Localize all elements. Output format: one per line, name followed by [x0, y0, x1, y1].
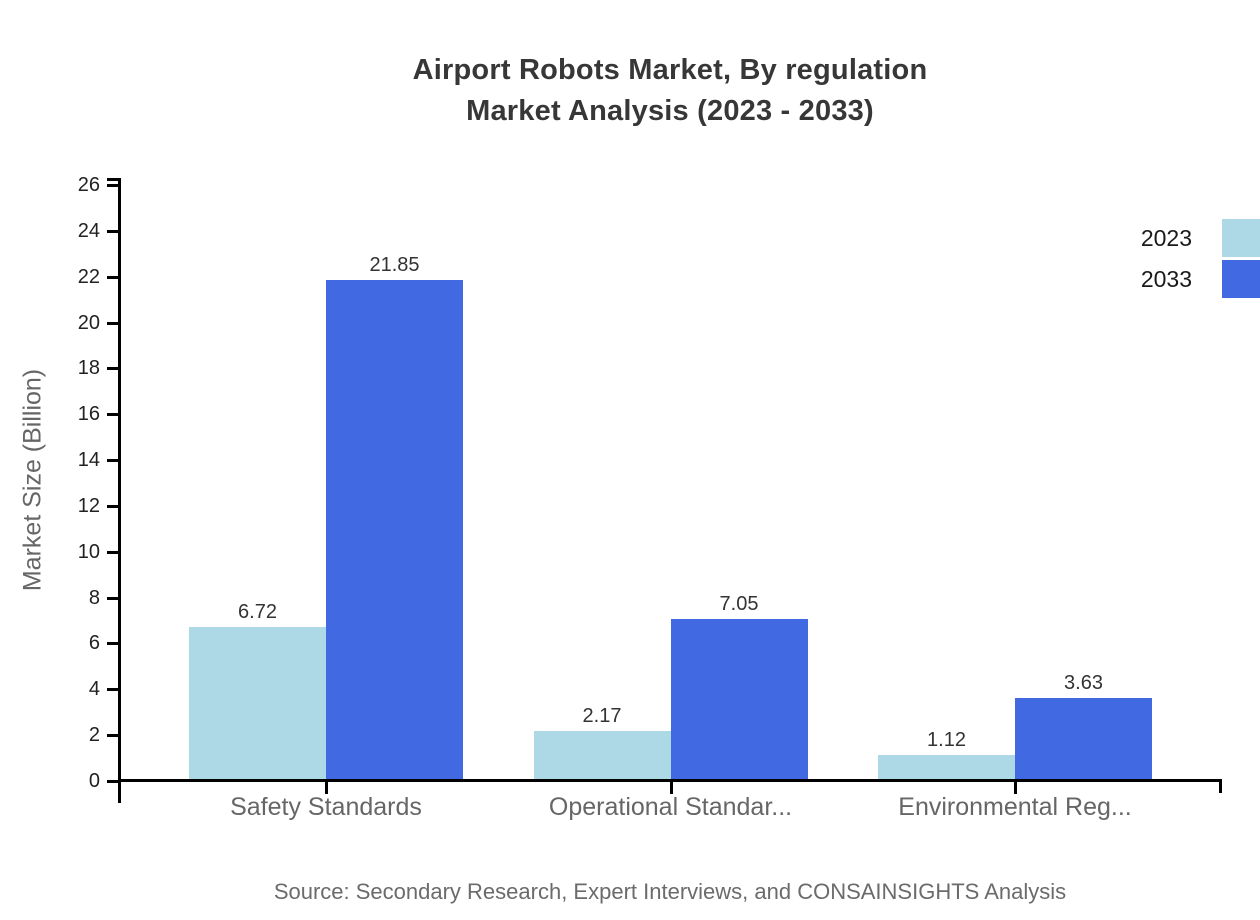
- y-tick: [107, 184, 121, 187]
- x-tick: [325, 781, 328, 794]
- y-tick: [107, 596, 121, 600]
- y-tick: [107, 780, 121, 783]
- bar-value-label: 1.12: [927, 729, 966, 752]
- bar-2033-1: [670, 619, 808, 781]
- y-tick-label: 14: [77, 449, 100, 472]
- y-tick: [107, 734, 121, 738]
- x-tick: [669, 781, 673, 794]
- y-tick: [107, 275, 121, 279]
- y-tick: [107, 504, 121, 508]
- legend-item-2023: 2023: [1141, 219, 1260, 257]
- bar-2033-2: [1015, 697, 1152, 781]
- y-tick-label: 12: [77, 494, 100, 517]
- y-tick: [107, 550, 121, 554]
- y-tick-label: 10: [77, 540, 100, 563]
- y-tick-label: 20: [77, 311, 100, 334]
- x-tick-label: Environmental Reg...: [898, 793, 1132, 821]
- legend-label-2023: 2023: [1140, 224, 1192, 251]
- y-tick: [107, 413, 121, 417]
- x-tick-label: Operational Standar...: [548, 793, 793, 821]
- x-tick-label: Safety Standards: [230, 793, 422, 821]
- chart-title-line1: Airport Robots Market, By regulation: [412, 54, 928, 86]
- bar-value-label: 3.63: [1064, 671, 1103, 694]
- y-tick-label: 8: [88, 586, 100, 609]
- y-tick-label: 4: [88, 678, 100, 701]
- y-tick: [107, 367, 121, 371]
- source-note: Source: Secondary Research, Expert Inter…: [273, 879, 1067, 904]
- bar-value-label: 2.17: [582, 705, 622, 728]
- bar-2023-2: [878, 755, 1015, 781]
- y-tick-label: 0: [88, 770, 100, 792]
- bar-value-label: 21.85: [369, 254, 420, 277]
- legend-item-2033: 2033: [1141, 260, 1260, 298]
- bar-value-label: 6.72: [238, 600, 277, 623]
- y-tick: [107, 459, 121, 463]
- legend-label-2033: 2033: [1140, 265, 1192, 292]
- chart-title-line2: Market Analysis (2023 - 2033): [466, 95, 874, 127]
- chart-title: Airport Robots Market, By regulation Mar…: [80, 50, 1260, 132]
- x-axis-line: [118, 779, 1222, 782]
- y-tick-label: 6: [88, 632, 100, 655]
- legend-swatch-2033: [1222, 260, 1260, 298]
- bar-2033-0: [326, 280, 463, 781]
- bar-2023-0: [189, 626, 326, 781]
- x-tick: [1014, 781, 1017, 794]
- x-axis-end-cap: [1219, 779, 1222, 793]
- y-axis-top-cap: [107, 178, 121, 181]
- bar-value-label: 7.05: [719, 593, 759, 616]
- y-tick-label: 22: [77, 265, 100, 288]
- y-tick-label: 26: [77, 174, 100, 196]
- y-axis-line: [118, 178, 121, 803]
- y-tick-label: 18: [77, 357, 100, 380]
- y-tick-label: 2: [88, 724, 100, 747]
- y-tick-label: 16: [77, 403, 100, 426]
- y-tick-label: 24: [77, 219, 100, 242]
- y-tick: [107, 642, 121, 646]
- y-tick: [107, 229, 121, 233]
- y-tick: [107, 688, 121, 692]
- y-tick: [107, 321, 121, 325]
- legend: 2023 2033: [1141, 219, 1260, 298]
- legend-swatch-2023: [1222, 219, 1260, 257]
- bar-2023-1: [533, 731, 671, 781]
